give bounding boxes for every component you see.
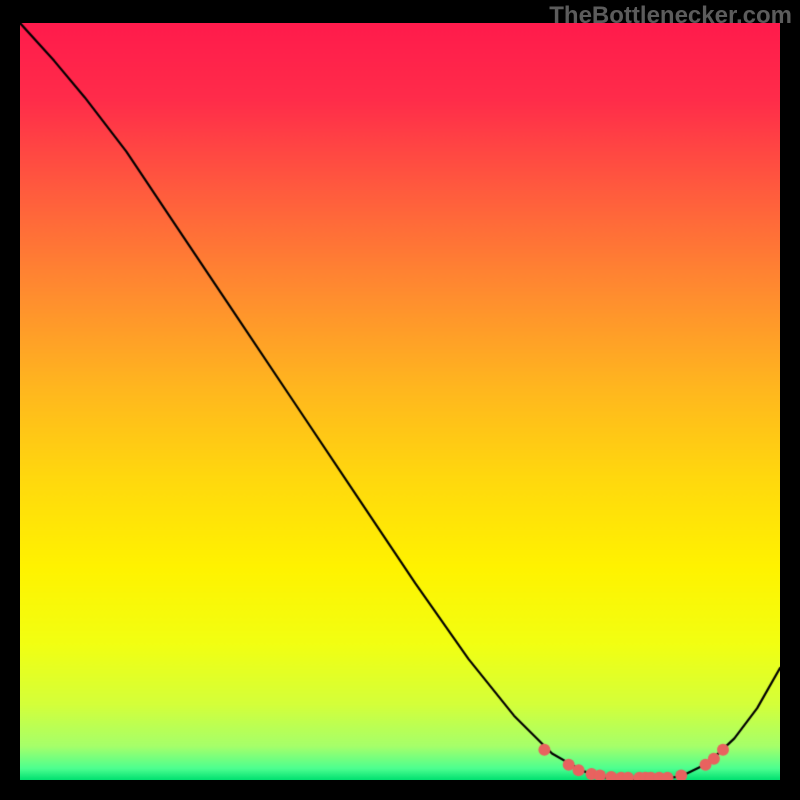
watermark-text: TheBottlenecker.com [549, 2, 792, 30]
plot-canvas [20, 23, 780, 780]
chart-stage: TheBottlenecker.com [0, 0, 800, 800]
plot-area [20, 23, 780, 780]
